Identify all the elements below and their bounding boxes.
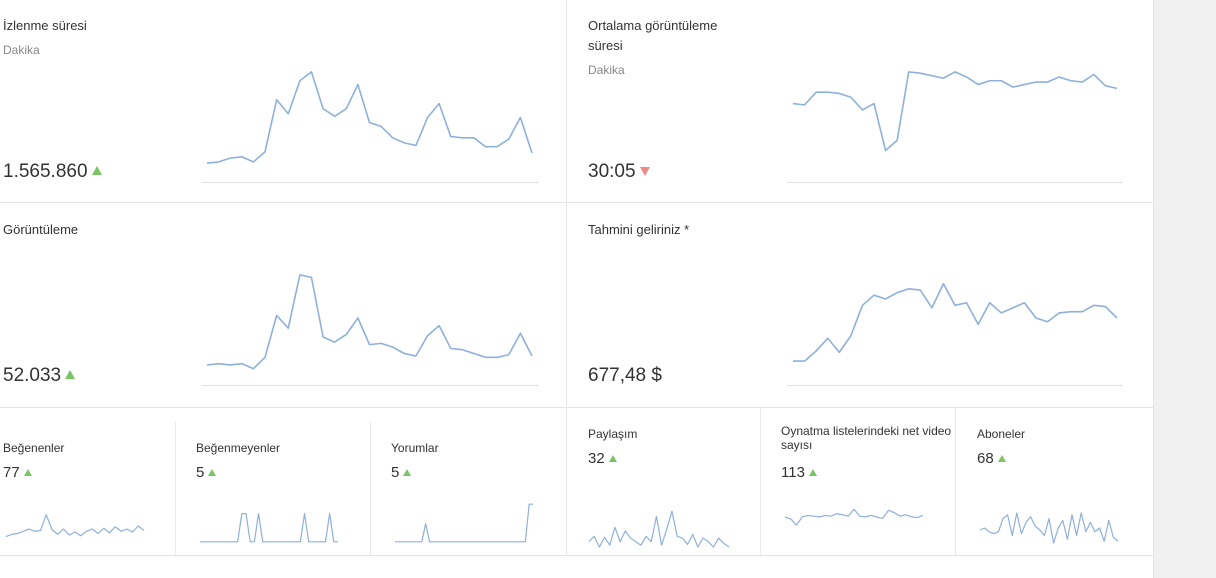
divider-small-1 [175, 422, 176, 555]
card-title: Görüntüleme [3, 222, 79, 237]
metric-value: 77 [3, 463, 32, 483]
metric-value-text: 52.033 [3, 365, 62, 386]
trend-up-icon [65, 370, 76, 379]
sparkline-series [207, 275, 532, 369]
sparkline-subscribers [980, 508, 1118, 548]
divider-vertical-top [566, 0, 567, 407]
sparkline-series [980, 513, 1118, 543]
metric-value-text: 30:05 [588, 161, 636, 182]
trend-down-icon [639, 167, 650, 176]
sparkline-comments [395, 503, 533, 543]
card-title: Yorumlar [391, 441, 439, 455]
metric-value: 32 [588, 449, 617, 469]
chart-baseline [202, 182, 539, 183]
metric-value-text: 5 [391, 464, 400, 481]
divider-vertical-bottom [566, 407, 567, 555]
sparkline-views [207, 253, 532, 383]
metric-value-text: 677,48 $ [588, 365, 662, 386]
trend-up-icon [91, 166, 102, 175]
card-title: Tahmini geliriniz * [588, 222, 690, 237]
metric-value: 113 [781, 463, 817, 483]
sparkline-series [200, 514, 338, 542]
card-title: İzlenme süresi [3, 18, 87, 33]
metric-value: 5 [391, 463, 412, 483]
metric-value: 677,48 $ [588, 364, 662, 388]
chart-baseline [787, 385, 1123, 386]
divider-horizontal-3 [0, 555, 1153, 556]
metric-value-text: 5 [196, 464, 205, 481]
metric-value: 68 [977, 449, 1006, 469]
card-comments[interactable]: Yorumlar 5 [371, 408, 566, 555]
metric-value-text: 32 [588, 450, 605, 467]
card-title: Beğenmeyenler [196, 441, 281, 455]
card-estimated-revenue[interactable]: Tahmini geliriniz * 677,48 $ [567, 203, 1153, 407]
divider-horizontal-1 [0, 202, 1153, 203]
trend-up-icon [403, 469, 412, 476]
sparkline-playlist-net-videos [785, 508, 923, 548]
card-subtitle: Dakika [588, 63, 625, 77]
divider-small-3 [760, 407, 761, 555]
metric-value-text: 1.565.860 [3, 161, 88, 182]
card-title: Aboneler [977, 427, 1026, 441]
sparkline-series [793, 284, 1117, 361]
card-watch-time[interactable]: İzlenme süresi Dakika 1.565.860 [0, 0, 566, 202]
right-gutter [1153, 0, 1216, 578]
sparkline-series [207, 72, 532, 163]
divider-small-4 [955, 407, 956, 555]
trend-up-icon [997, 455, 1006, 462]
card-playlist-net-videos[interactable]: Oynatma listelerindeki net video sayısı … [761, 408, 955, 555]
trend-up-icon [23, 469, 32, 476]
card-title: Paylaşım [588, 427, 638, 441]
metric-value: 1.565.860 [3, 160, 102, 184]
metric-value: 52.033 [3, 364, 76, 388]
card-avg-view-duration[interactable]: Ortalama görüntüleme süresi Dakika 30:05 [567, 0, 1153, 202]
card-title: Oynatma listelerindeki net video sayısı [781, 424, 952, 452]
sparkline-series [793, 72, 1117, 151]
sparkline-avg-view-duration [793, 50, 1117, 180]
metric-value: 5 [196, 463, 217, 483]
chart-baseline [202, 385, 539, 386]
trend-up-icon [808, 469, 817, 476]
divider-small-2 [370, 422, 371, 555]
metric-value-text: 77 [3, 464, 20, 481]
metric-value-text: 68 [977, 450, 994, 467]
card-shares[interactable]: Paylaşım 32 [567, 408, 760, 555]
sparkline-dislikes [200, 503, 338, 543]
metric-value-text: 113 [781, 464, 805, 481]
sparkline-series [6, 515, 144, 537]
card-subtitle: Dakika [3, 43, 40, 57]
card-title: Ortalama görüntüleme süresi [588, 18, 718, 53]
card-dislikes[interactable]: Beğenmeyenler 5 [176, 408, 370, 555]
sparkline-estimated-revenue [793, 253, 1117, 383]
divider-horizontal-2 [0, 407, 1153, 408]
card-likes[interactable]: Beğenenler 77 [0, 408, 175, 555]
trend-up-icon [608, 455, 617, 462]
card-subscribers[interactable]: Aboneler 68 [956, 408, 1153, 555]
trend-up-icon [208, 469, 217, 476]
sparkline-likes [6, 503, 144, 543]
sparkline-series [395, 504, 533, 542]
card-views[interactable]: Görüntüleme 52.033 [0, 203, 566, 407]
sparkline-series [589, 511, 729, 547]
chart-baseline [787, 182, 1123, 183]
sparkline-watch-time [207, 50, 532, 180]
sparkline-shares [589, 510, 729, 550]
metric-value: 30:05 [588, 160, 650, 184]
sparkline-series [785, 509, 923, 525]
card-title: Beğenenler [3, 441, 65, 455]
